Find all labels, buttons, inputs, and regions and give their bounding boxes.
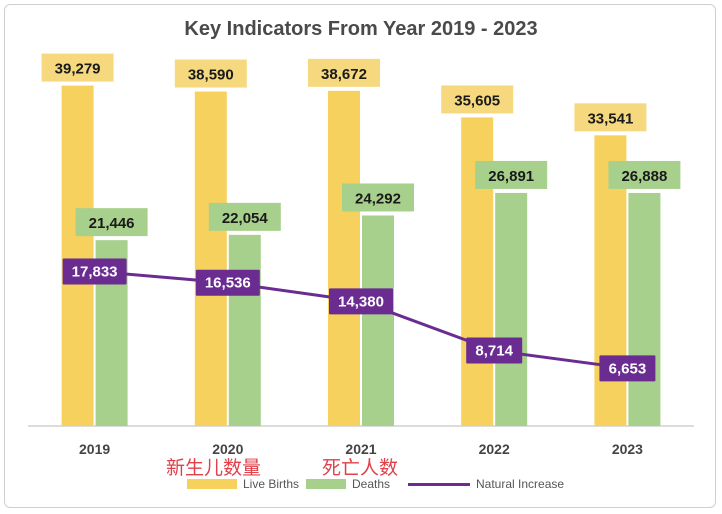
data-label-box-live-births: [574, 103, 647, 132]
legend-label-live-births: Live Births: [243, 477, 300, 491]
data-label-box-live-births: [41, 53, 114, 82]
legend-item-live-births: Live Births: [187, 476, 299, 492]
data-label-box-live-births: [174, 59, 247, 88]
data-label-deaths: 26,888: [621, 168, 667, 185]
data-label-deaths: 26,891: [488, 168, 534, 185]
legend-label-natural-increase: Natural Increase: [476, 477, 565, 491]
bar-live-births: [194, 91, 227, 426]
legend-item-natural-increase: Natural Increase: [408, 476, 564, 492]
data-label-live-births: 38,590: [188, 67, 234, 84]
annotation-live-births-cn: 新生儿数量: [166, 457, 262, 479]
annotation-deaths-cn: 死亡人数: [322, 457, 399, 479]
bar-deaths: [495, 192, 528, 426]
data-label-natural-increase: 14,380: [338, 293, 384, 310]
bar-deaths: [628, 192, 661, 426]
data-label-live-births: 33,541: [587, 110, 633, 127]
legend-label-deaths: Deaths: [352, 477, 391, 491]
bar-deaths: [228, 234, 261, 426]
data-label-box-natural-increase: [195, 269, 260, 296]
legend-line-natural-increase: [408, 482, 470, 486]
bar-live-births: [61, 85, 94, 426]
legend-swatch-deaths: [306, 479, 346, 489]
data-label-box-live-births: [308, 58, 380, 87]
data-label-box-live-births: [441, 85, 514, 114]
data-label-natural-increase: 16,536: [205, 275, 251, 292]
data-label-live-births: 35,605: [454, 92, 500, 109]
data-label-deaths: 21,446: [89, 215, 135, 232]
data-label-box-deaths: [75, 208, 148, 237]
data-label-box-deaths: [475, 160, 548, 189]
data-label-box-deaths: [208, 202, 281, 231]
x-tick-label: 2019: [79, 441, 110, 457]
x-tick-label: 2020: [212, 441, 243, 457]
x-tick-label: 2021: [345, 441, 376, 457]
x-tick-label: 2022: [479, 441, 510, 457]
data-label-box-deaths: [342, 183, 414, 212]
chart-title: Key Indicators From Year 2019 - 2023: [184, 18, 538, 40]
data-label-live-births: 39,279: [55, 61, 101, 78]
data-label-deaths: 24,292: [355, 190, 401, 207]
x-tick-label: 2023: [612, 441, 643, 457]
data-label-live-births: 38,672: [321, 66, 367, 83]
data-label-box-natural-increase: [466, 337, 523, 364]
legend-swatch-live-births: [187, 479, 237, 489]
data-label-box-deaths: [608, 160, 681, 189]
data-label-natural-increase: 17,833: [72, 263, 118, 280]
bar-deaths: [362, 215, 394, 426]
bar-live-births: [328, 90, 360, 427]
data-label-deaths: 22,054: [222, 210, 269, 227]
data-label-box-natural-increase: [62, 258, 127, 285]
data-label-box-natural-increase: [599, 355, 656, 382]
data-label-natural-increase: 8,714: [475, 342, 513, 359]
data-label-box-natural-increase: [329, 288, 393, 315]
legend-item-deaths: Deaths: [306, 476, 390, 492]
line-natural-increase: [94, 269, 628, 370]
data-label-natural-increase: 6,653: [609, 360, 647, 377]
